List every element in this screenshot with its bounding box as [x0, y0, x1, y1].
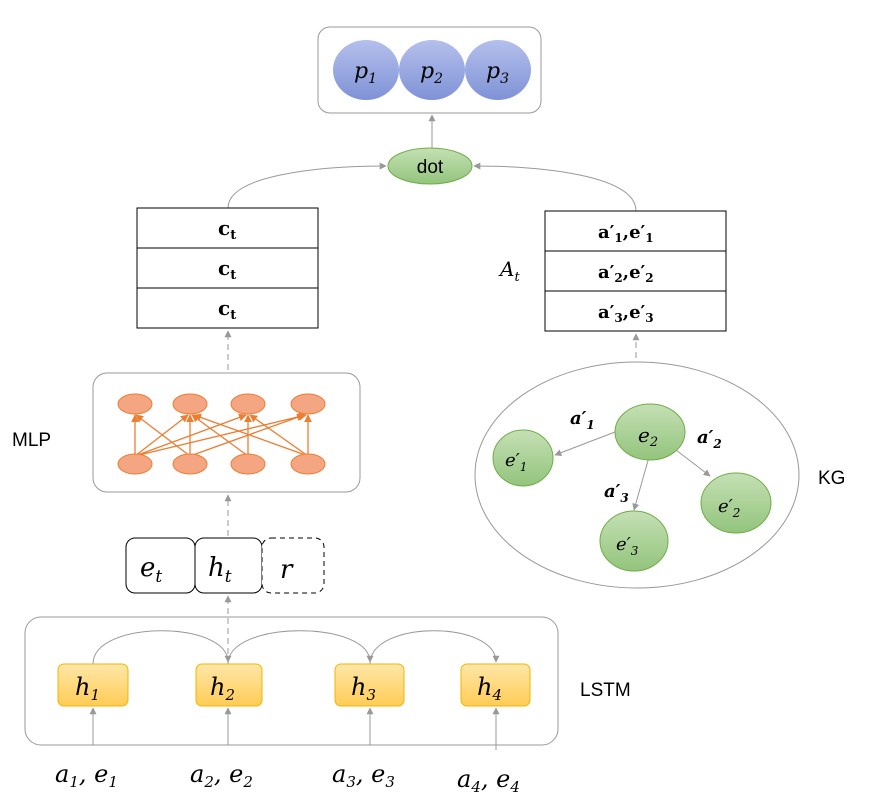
lstm-cell-h2 — [195, 663, 263, 707]
action-set-label: At — [498, 257, 520, 285]
svg-text:e′1: e′1 — [505, 450, 527, 474]
mlp-node — [290, 453, 326, 475]
svg-text:e′3: e′3 — [616, 534, 639, 558]
inputs: a1, e1 a2, e2 a3, e3 a4, e4 — [55, 760, 520, 796]
input-2: a2, e2 — [190, 760, 253, 791]
svg-text:ct: ct — [218, 256, 236, 283]
svg-text:a′2,e′2: a′2,e′2 — [598, 262, 654, 285]
lstm-box: h1 h2 h3 h4 — [24, 595, 559, 750]
action-table: a′1,e′1 a′2,e′2 a′3,e′3 — [544, 210, 727, 332]
svg-text:et: et — [140, 553, 162, 587]
kg-node-e2-prime — [700, 472, 772, 534]
svg-text:ct: ct — [218, 216, 236, 243]
mlp-box — [92, 372, 361, 493]
svg-text:e2: e2 — [638, 423, 658, 450]
svg-text:p1: p1 — [354, 59, 377, 87]
state-vector: et ht r — [125, 537, 325, 594]
kg-label: KG — [818, 468, 845, 489]
arrow-actions-to-dot — [473, 162, 637, 212]
svg-text:a′3: a′3 — [604, 481, 629, 505]
state-cell-r — [261, 537, 325, 594]
kg-node-e2 — [614, 403, 686, 461]
svg-text:h2: h2 — [210, 673, 235, 704]
dot-node: dot — [387, 147, 473, 185]
svg-text:e′2: e′2 — [718, 496, 740, 520]
mlp-node — [230, 393, 266, 415]
svg-text:p3: p3 — [486, 59, 509, 87]
input-4: a4, e4 — [457, 765, 520, 796]
arrow-context-to-dot — [227, 162, 387, 209]
lstm-cell-h4 — [460, 663, 531, 707]
output-node-p1: p1 — [333, 40, 399, 100]
output-box: p1 p2 p3 — [317, 26, 542, 114]
output-node-p3: p3 — [465, 40, 531, 100]
svg-text:h1: h1 — [75, 673, 100, 704]
svg-text:r: r — [280, 555, 294, 585]
mlp-node — [117, 453, 153, 475]
lstm-label: LSTM — [580, 680, 631, 701]
kg-node-e1-prime — [492, 429, 554, 487]
svg-text:a′1: a′1 — [570, 408, 595, 432]
input-3: a3, e3 — [332, 760, 395, 791]
svg-text:ht: ht — [208, 553, 232, 587]
svg-text:ct: ct — [218, 296, 236, 323]
mlp-label: MLP — [12, 430, 51, 451]
svg-text:a′1,e′1: a′1,e′1 — [598, 222, 654, 245]
svg-text:h3: h3 — [351, 673, 376, 704]
lstm-cell-h1 — [57, 663, 129, 707]
input-1: a1, e1 — [55, 760, 118, 791]
mlp-node — [172, 393, 208, 415]
kg-graph: e2 e′1 e′2 e′3 a′1 a′2 a′3 — [474, 361, 800, 589]
mlp-node — [117, 393, 153, 415]
mlp-node — [172, 453, 208, 475]
mlp-node — [230, 453, 266, 475]
mlp-node — [290, 393, 326, 415]
lstm-cell-h3 — [334, 663, 405, 707]
svg-text:h4: h4 — [477, 673, 502, 704]
context-table: ct ct ct — [136, 207, 319, 329]
svg-text:dot: dot — [417, 157, 444, 178]
svg-text:a′3,e′3: a′3,e′3 — [598, 302, 654, 325]
kg-node-e3-prime — [599, 510, 669, 572]
output-node-p2: p2 — [399, 40, 465, 100]
svg-text:p2: p2 — [420, 59, 443, 87]
svg-text:a′2: a′2 — [697, 427, 722, 451]
